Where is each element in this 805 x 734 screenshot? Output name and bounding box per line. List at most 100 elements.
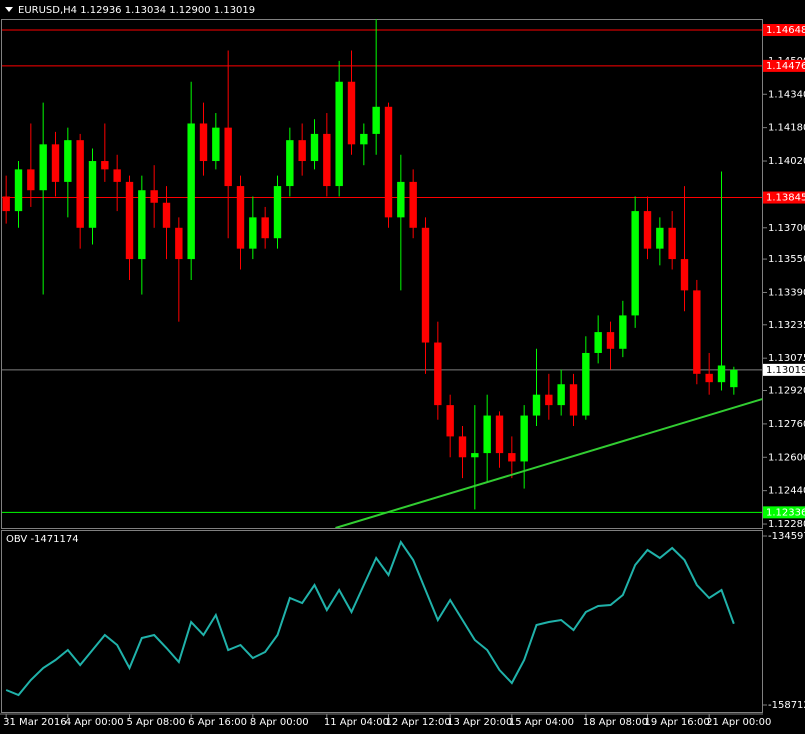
candle-body (2, 196, 10, 212)
obv-panel (1, 530, 763, 713)
level-label: 1.13845 (766, 193, 805, 204)
candle-body (27, 169, 35, 191)
candle-body (150, 190, 158, 203)
y-tick-label: 1.14180 (768, 123, 805, 134)
candle-body (249, 217, 257, 249)
x-tick-label: 19 Apr 16:00 (645, 717, 710, 728)
y-tick-label: 1.12920 (768, 386, 805, 397)
candle-body (347, 81, 356, 145)
candle-body (557, 384, 565, 406)
candle-body (520, 415, 528, 462)
level-tag (763, 363, 805, 376)
x-tick-label: 4 Apr 00:00 (65, 717, 124, 728)
level-tag (763, 59, 805, 72)
y-tick-label: 1.12280 (768, 519, 805, 530)
x-tick-label: 31 Mar 2016 (3, 717, 66, 728)
y-tick-label: 1.12600 (768, 452, 805, 463)
candle-body (335, 81, 343, 187)
level-label: 1.14648 (766, 25, 805, 36)
candle-body (323, 133, 331, 187)
x-tick-label: 8 Apr 00:00 (250, 717, 309, 728)
candle-body (730, 369, 738, 388)
x-tick-label: 5 Apr 08:00 (127, 717, 186, 728)
trend-line (335, 398, 763, 528)
candle-body (569, 384, 578, 416)
x-tick-label: 6 Apr 16:00 (188, 717, 247, 728)
candle-body (717, 365, 726, 383)
candle-body (594, 332, 602, 353)
candle-body (643, 211, 652, 249)
level-tag (763, 24, 805, 37)
candle-body (310, 133, 319, 162)
candle-body (421, 227, 430, 343)
candle-body (495, 415, 504, 454)
y-tick-label: 1.13700 (768, 223, 805, 234)
level-label: 1.13019 (766, 365, 805, 376)
candle-body (446, 405, 454, 437)
candle-body (125, 181, 134, 260)
candle-body (360, 133, 368, 145)
candle-body (372, 106, 380, 134)
candle-body (693, 290, 701, 374)
candle-body (656, 227, 664, 249)
candle-body (64, 140, 72, 182)
x-tick-label: 15 Apr 04:00 (509, 717, 574, 728)
candle-body (14, 169, 23, 212)
x-tick-label: 12 Apr 12:00 (386, 717, 451, 728)
candle-body (582, 352, 590, 416)
y-tick-label: 1.13390 (768, 287, 805, 298)
y-tick-label: -1587124 (768, 700, 805, 711)
candle-body (162, 202, 171, 228)
candle-body (606, 332, 615, 349)
candle-body (101, 161, 109, 170)
candle-body (273, 186, 282, 239)
y-tick-label: 1.12440 (768, 486, 805, 497)
candle-body (187, 123, 195, 260)
candle-body (175, 227, 183, 260)
level-label: 1.14476 (766, 61, 805, 72)
candle-body (39, 144, 47, 191)
candle-body (508, 453, 516, 462)
x-tick-label: 21 Apr 00:00 (706, 717, 771, 728)
y-tick-label: 1.12760 (768, 419, 805, 430)
level-tag (763, 191, 805, 204)
obv-title: OBV -1471174 (6, 534, 79, 545)
menu-icon[interactable] (5, 7, 13, 12)
candle-body (631, 211, 639, 316)
level-label: 1.12336 (766, 507, 805, 518)
candle-body (619, 315, 627, 349)
level-tag (763, 506, 805, 519)
x-tick-label: 11 Apr 04:00 (324, 717, 389, 728)
x-tick-label: 18 Apr 08:00 (583, 717, 648, 728)
candle-body (286, 140, 294, 187)
candle-body (434, 342, 442, 406)
candle-body (261, 217, 269, 239)
candle-body (113, 169, 121, 182)
candle-body (680, 259, 689, 291)
candle-body (545, 394, 553, 406)
candle-body (224, 127, 232, 187)
y-tick-label: 1.14340 (768, 89, 805, 100)
y-tick-label: 1.14020 (768, 156, 805, 167)
candle-body (384, 106, 393, 218)
candle-body (668, 227, 676, 260)
candle-body (236, 186, 245, 249)
candle-body (88, 161, 97, 228)
x-tick-label: 13 Apr 20:00 (447, 717, 512, 728)
y-tick-label: -1345974 (768, 531, 805, 542)
candle-body (138, 190, 146, 260)
candle-body (397, 181, 405, 218)
y-tick-label: 1.13235 (768, 320, 805, 331)
y-tick-label: 1.13550 (768, 254, 805, 265)
candle-body (212, 127, 220, 162)
candle-body (76, 140, 84, 228)
obv-line (5, 539, 735, 697)
chart-title: EURUSD,H4 1.12936 1.13034 1.12900 1.1301… (18, 5, 255, 16)
candle-body (705, 373, 713, 383)
candle-body (483, 415, 491, 454)
candle-body (51, 144, 60, 182)
candle-body (471, 453, 479, 458)
main-panel (1, 19, 763, 529)
